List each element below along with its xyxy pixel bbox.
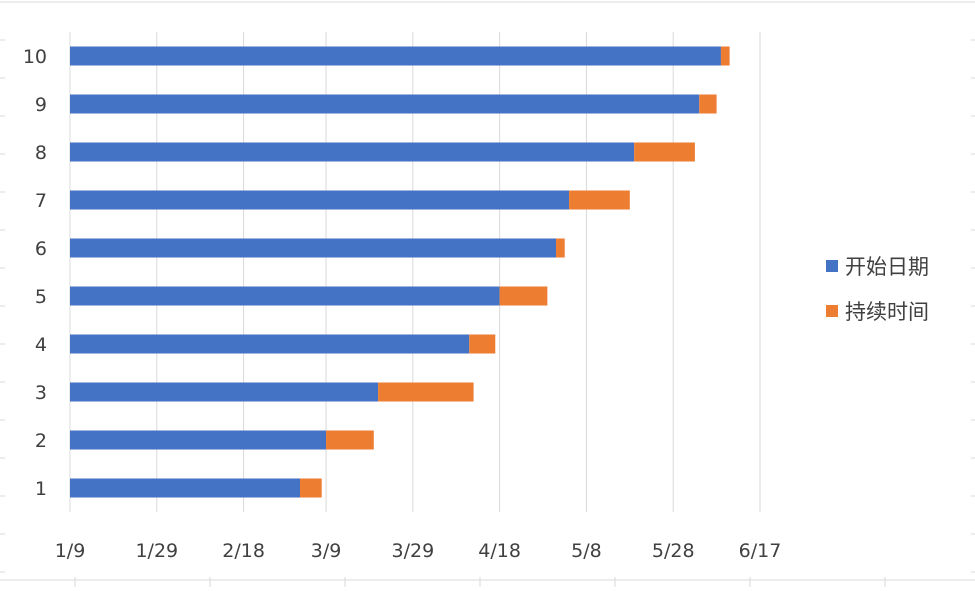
legend-swatch	[826, 305, 838, 317]
legend-label: 持续时间	[845, 300, 929, 324]
bar-start-date	[70, 286, 500, 306]
bar-start-date	[70, 478, 300, 498]
bar-duration	[720, 46, 730, 66]
y-tick-label: 2	[35, 430, 47, 452]
y-tick-label: 9	[35, 94, 47, 116]
bar-start-date	[70, 190, 570, 210]
x-tick-label: 3/29	[391, 540, 434, 562]
bars	[70, 46, 730, 498]
bar-duration	[499, 286, 548, 306]
y-tick-label: 8	[35, 142, 47, 164]
x-tick-label: 3/9	[311, 540, 342, 562]
x-tick-label: 2/18	[222, 540, 265, 562]
bar-start-date	[70, 142, 635, 162]
x-tick-label: 4/18	[478, 540, 521, 562]
legend-swatch	[826, 260, 838, 272]
x-tick-label: 5/8	[571, 540, 602, 562]
bar-duration	[326, 430, 374, 450]
x-tick-label: 1/9	[55, 540, 86, 562]
legend-label: 开始日期	[845, 255, 929, 279]
bar-duration	[569, 190, 630, 210]
x-tick-label: 5/28	[652, 540, 695, 562]
y-tick-label: 4	[35, 334, 47, 356]
y-tick-label: 10	[23, 46, 47, 68]
bar-duration	[300, 478, 322, 498]
bar-duration	[699, 94, 717, 114]
x-tick-label: 6/17	[739, 540, 782, 562]
bar-start-date	[70, 238, 557, 258]
y-tick-label: 6	[35, 238, 47, 260]
bar-start-date	[70, 334, 470, 354]
bar-duration	[469, 334, 496, 354]
y-tick-label: 7	[35, 190, 47, 212]
y-tick-label: 5	[35, 286, 47, 308]
bar-start-date	[70, 46, 721, 66]
bar-duration	[378, 382, 474, 402]
bar-start-date	[70, 94, 700, 114]
x-axis: 1/9 1/29 2/18 3/9 3/29 4/18 5/8 5/28 6/17	[55, 540, 782, 562]
y-tick-label: 1	[35, 478, 47, 500]
bar-duration	[634, 142, 695, 162]
y-axis: 1 2 3 4 5 6 7 8 9 10	[23, 46, 47, 500]
y-tick-label: 3	[35, 382, 47, 404]
x-tick-label: 1/29	[135, 540, 178, 562]
bar-duration	[556, 238, 565, 258]
bar-start-date	[70, 382, 379, 402]
bar-start-date	[70, 430, 327, 450]
